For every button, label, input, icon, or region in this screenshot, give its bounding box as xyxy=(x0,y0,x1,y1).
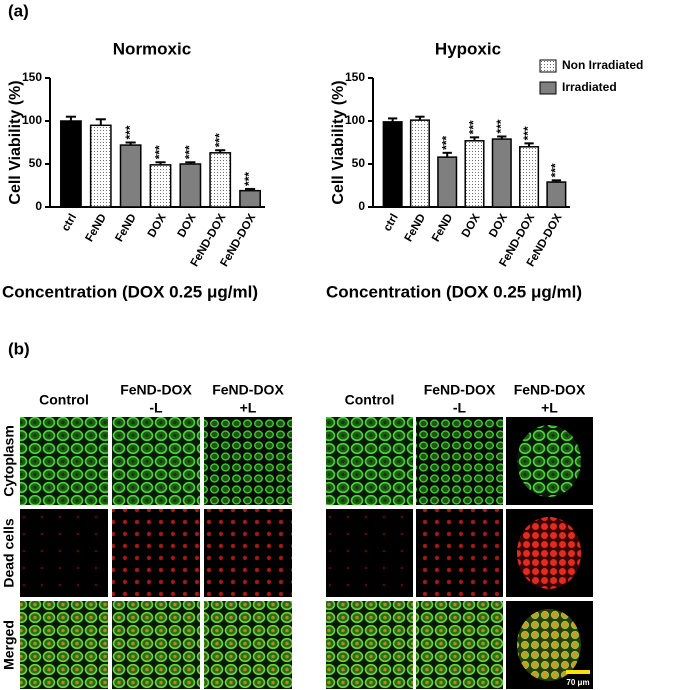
significance-label: *** xyxy=(494,119,508,133)
significance-label: *** xyxy=(212,133,226,147)
micrograph xyxy=(112,509,200,597)
micrograph xyxy=(416,509,503,597)
panel-label: (b) xyxy=(8,339,30,358)
column-header: -L xyxy=(149,400,163,416)
row-label: Cytoplasm xyxy=(1,425,17,497)
micrograph xyxy=(112,601,200,689)
y-tick-label: 0 xyxy=(35,199,42,213)
significance-label: *** xyxy=(153,145,167,159)
y-axis-label: Cell Viability (%) xyxy=(330,80,347,204)
y-tick-label: 100 xyxy=(22,113,42,127)
micrograph xyxy=(416,417,503,505)
significance-label: *** xyxy=(242,172,256,186)
significance-label: *** xyxy=(183,145,197,159)
micrograph xyxy=(326,601,413,689)
x-tick-label: DOX xyxy=(460,212,483,240)
bar xyxy=(209,152,232,208)
x-tick-label: FeND xyxy=(113,212,138,244)
column-header: Control xyxy=(39,392,89,408)
y-tick-label: 50 xyxy=(352,156,366,170)
bar xyxy=(179,163,202,208)
column-header: FeND-DOX xyxy=(120,382,192,398)
column-header: -L xyxy=(453,400,467,416)
micrograph xyxy=(204,509,292,597)
legend-swatch xyxy=(539,59,557,73)
y-tick-label: 150 xyxy=(22,70,42,84)
micrograph xyxy=(20,601,108,689)
bar xyxy=(409,119,430,208)
chart-title: Normoxic xyxy=(113,39,191,58)
y-tick-label: 0 xyxy=(358,199,365,213)
legend-label: Non Irradiated xyxy=(562,58,643,72)
column-header: FeND-DOX xyxy=(424,382,496,398)
micrograph xyxy=(204,417,292,505)
cell-cluster xyxy=(517,425,581,497)
column-header: +L xyxy=(541,400,558,416)
x-axis-label: Concentration (DOX 0.25 μg/ml) xyxy=(2,282,258,301)
micrograph xyxy=(326,417,413,505)
column-header: +L xyxy=(240,400,257,416)
scale-bar-label: 70 μm xyxy=(566,678,589,687)
y-tick-label: 50 xyxy=(29,156,43,170)
cell-cluster xyxy=(517,609,581,681)
bar xyxy=(89,124,112,208)
x-tick-label: DOX xyxy=(487,212,510,240)
significance-label: *** xyxy=(467,120,481,134)
legend-swatch xyxy=(539,81,557,95)
bar xyxy=(60,120,82,208)
column-header: FeND-DOX xyxy=(514,382,586,398)
x-tick-label: FeND xyxy=(430,212,455,244)
column-header: Control xyxy=(345,392,395,408)
bar xyxy=(437,156,458,208)
bar xyxy=(239,189,261,208)
x-tick-label: FeND xyxy=(84,212,109,244)
bar xyxy=(546,181,567,208)
legend-label: Irradiated xyxy=(562,80,617,94)
y-tick-label: 150 xyxy=(345,70,365,84)
micrograph xyxy=(112,417,200,505)
micrograph xyxy=(204,601,292,689)
micrograph xyxy=(416,601,503,689)
bar xyxy=(119,144,142,208)
x-tick-label: DOX xyxy=(176,212,199,240)
x-tick-label: DOX xyxy=(146,212,169,240)
significance-label: *** xyxy=(521,126,535,140)
panel-label: (a) xyxy=(8,1,29,20)
micrograph xyxy=(20,417,108,505)
row-label: Dead cells xyxy=(1,518,17,587)
micrograph xyxy=(20,509,108,597)
row-label: Merged xyxy=(1,620,17,670)
cell-cluster xyxy=(517,517,581,589)
bar xyxy=(491,138,512,208)
bar xyxy=(382,121,403,208)
x-tick-label: ctrl xyxy=(382,212,401,234)
x-tick-label: FeND xyxy=(403,212,428,244)
micrograph xyxy=(326,509,413,597)
bar xyxy=(464,140,485,208)
column-header: FeND-DOX xyxy=(212,382,284,398)
significance-label: *** xyxy=(549,163,563,177)
y-axis-label: Cell Viability (%) xyxy=(7,80,24,204)
significance-label: *** xyxy=(123,125,137,139)
x-axis-label: Concentration (DOX 0.25 μg/ml) xyxy=(326,282,582,301)
chart-title: Hypoxic xyxy=(435,39,501,58)
scale-bar xyxy=(566,670,590,674)
bar xyxy=(519,146,540,208)
y-tick-label: 100 xyxy=(345,113,365,127)
x-tick-label: ctrl xyxy=(60,212,79,234)
bar xyxy=(149,164,172,208)
significance-label: *** xyxy=(439,135,453,149)
